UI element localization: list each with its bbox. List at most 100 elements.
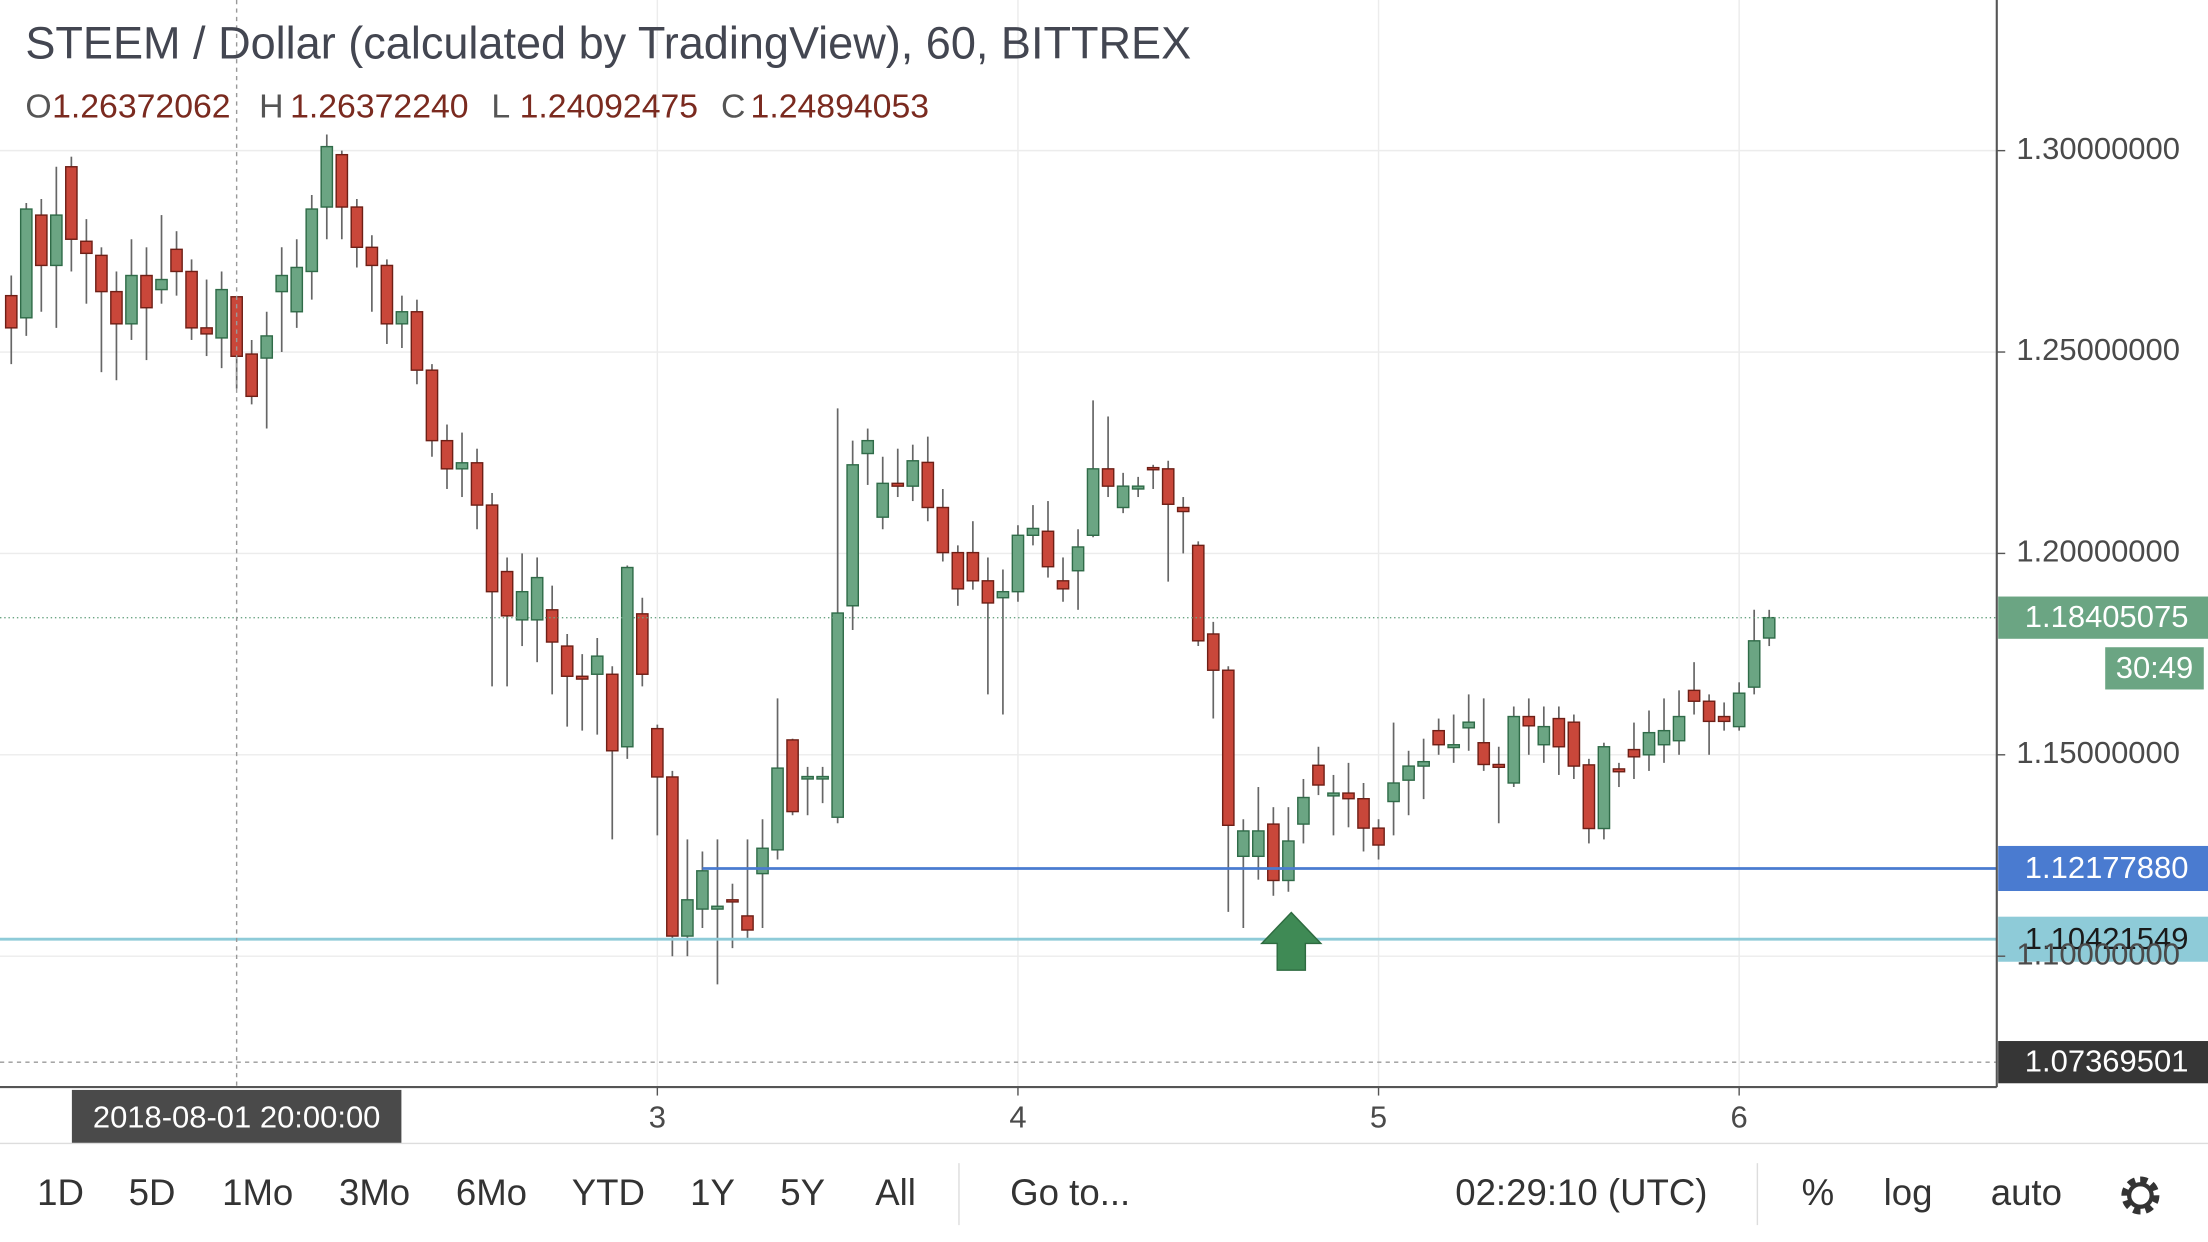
legend-key: H [259,87,283,125]
candle-body [530,576,544,621]
candle-body [1221,669,1235,826]
scale-option[interactable]: log [1884,1172,1933,1213]
range-button[interactable]: 1Mo [222,1172,293,1213]
candle-body [245,353,259,398]
countdown-box [2105,647,2204,690]
candle-body [545,609,559,643]
scale-option[interactable]: % [1802,1172,1835,1213]
goto-button[interactable]: Go to... [1010,1172,1130,1213]
candle-body [1282,840,1295,882]
candle-body [1762,616,1776,639]
clock[interactable]: 02:29:10 (UTC) [1455,1172,1707,1213]
gear-teeth[interactable] [2121,1176,2160,1215]
candle-body [1101,468,1115,487]
candle-body [1041,530,1055,568]
crosshair-x-box [71,1089,402,1144]
price-label: 1.12177880 [2025,850,2189,885]
range-button[interactable]: All [875,1172,916,1213]
y-tick-label: 1.15000000 [2016,735,2180,770]
candle-body [425,369,439,442]
candle-body [1131,485,1145,490]
candle-body [1116,485,1130,509]
legend-value: 1.24092475 [520,87,698,125]
candle-body [831,612,844,818]
x-tick-label: 4 [1009,1100,1026,1135]
candle-body [560,645,574,677]
candle-body [1191,544,1205,642]
candle-body [711,905,724,910]
candle-body [4,294,18,329]
candle-body [305,208,319,273]
candle-body [666,776,679,937]
candle-body [681,899,694,937]
candle-body [19,208,33,319]
candle-body [1657,729,1671,746]
candle-body [470,462,484,506]
candle-body [395,311,409,325]
candle-body [1161,468,1175,505]
crosshair-x-label: 2018-08-01 20:00:00 [93,1100,381,1135]
candle-body [1372,827,1385,846]
candle-body [846,464,860,607]
y-tick-label: 1.25000000 [2016,332,2180,367]
settings-gear[interactable] [2121,1176,2160,1215]
price-label: 1.10421549 [2025,921,2189,956]
candle-body [1011,534,1025,593]
candle-body [215,288,228,339]
candle-body [1732,692,1746,728]
candle-body [1056,580,1070,590]
candle-body [1026,527,1040,536]
candle-body [1086,468,1100,536]
candle-body [921,461,935,509]
range-button[interactable]: 5Y [780,1172,825,1213]
candle-body [1236,830,1250,858]
overlay: 1.12177880 1.10421549 1.18405075 30:49 1.073… [0,0,2208,1144]
candle-body [110,290,123,325]
candle-body [1537,725,1551,746]
range-button[interactable]: 6Mo [456,1172,527,1213]
candle-body [1702,700,1716,723]
candle-body [1567,721,1581,767]
range-button[interactable]: 1D [37,1172,84,1213]
range-button[interactable]: 5D [129,1172,176,1213]
candle-body [1402,765,1415,781]
scale-option[interactable]: auto [1991,1172,2062,1213]
candle-body [1687,689,1701,702]
candle-body [590,655,604,675]
candle-body [936,506,950,554]
candle-body [500,570,514,617]
candle-body [515,590,529,621]
candle-body [34,214,48,267]
candle-body [951,551,965,590]
candle-body [1267,823,1280,882]
legend-key: C [721,87,745,125]
candle-body [1582,764,1596,830]
toolbar: 1D 5D 1Mo 3Mo 6Mo YTD 1Y 5Y All Go to... 02:29:10 … [37,1172,2062,1213]
candle-body [1477,742,1491,766]
candle-body [440,439,454,470]
gear-ring[interactable] [2127,1182,2154,1209]
y-tick-label: 1.10000000 [2016,936,2180,971]
range-button[interactable]: 1Y [690,1172,735,1213]
candle-body [575,675,589,680]
candle-body [891,482,905,487]
candle-body [1597,746,1611,830]
candle-body [80,240,93,255]
candle-body [605,673,619,752]
candle-body [1672,715,1686,742]
crosshair-y-label: 1.07369501 [2025,1044,2189,1079]
y-tick-label: 1.30000000 [2016,131,2180,166]
range-button[interactable]: 3Mo [339,1172,410,1213]
candle-body [485,504,499,593]
candle-body [756,847,769,875]
range-button[interactable]: YTD [572,1172,645,1213]
candle-body [966,551,980,582]
last-price-label: 1.18405075 [2025,599,2189,634]
candle-body [365,246,379,267]
candle-body [906,460,920,487]
candle-body [1146,466,1160,471]
candle-body [861,439,875,455]
